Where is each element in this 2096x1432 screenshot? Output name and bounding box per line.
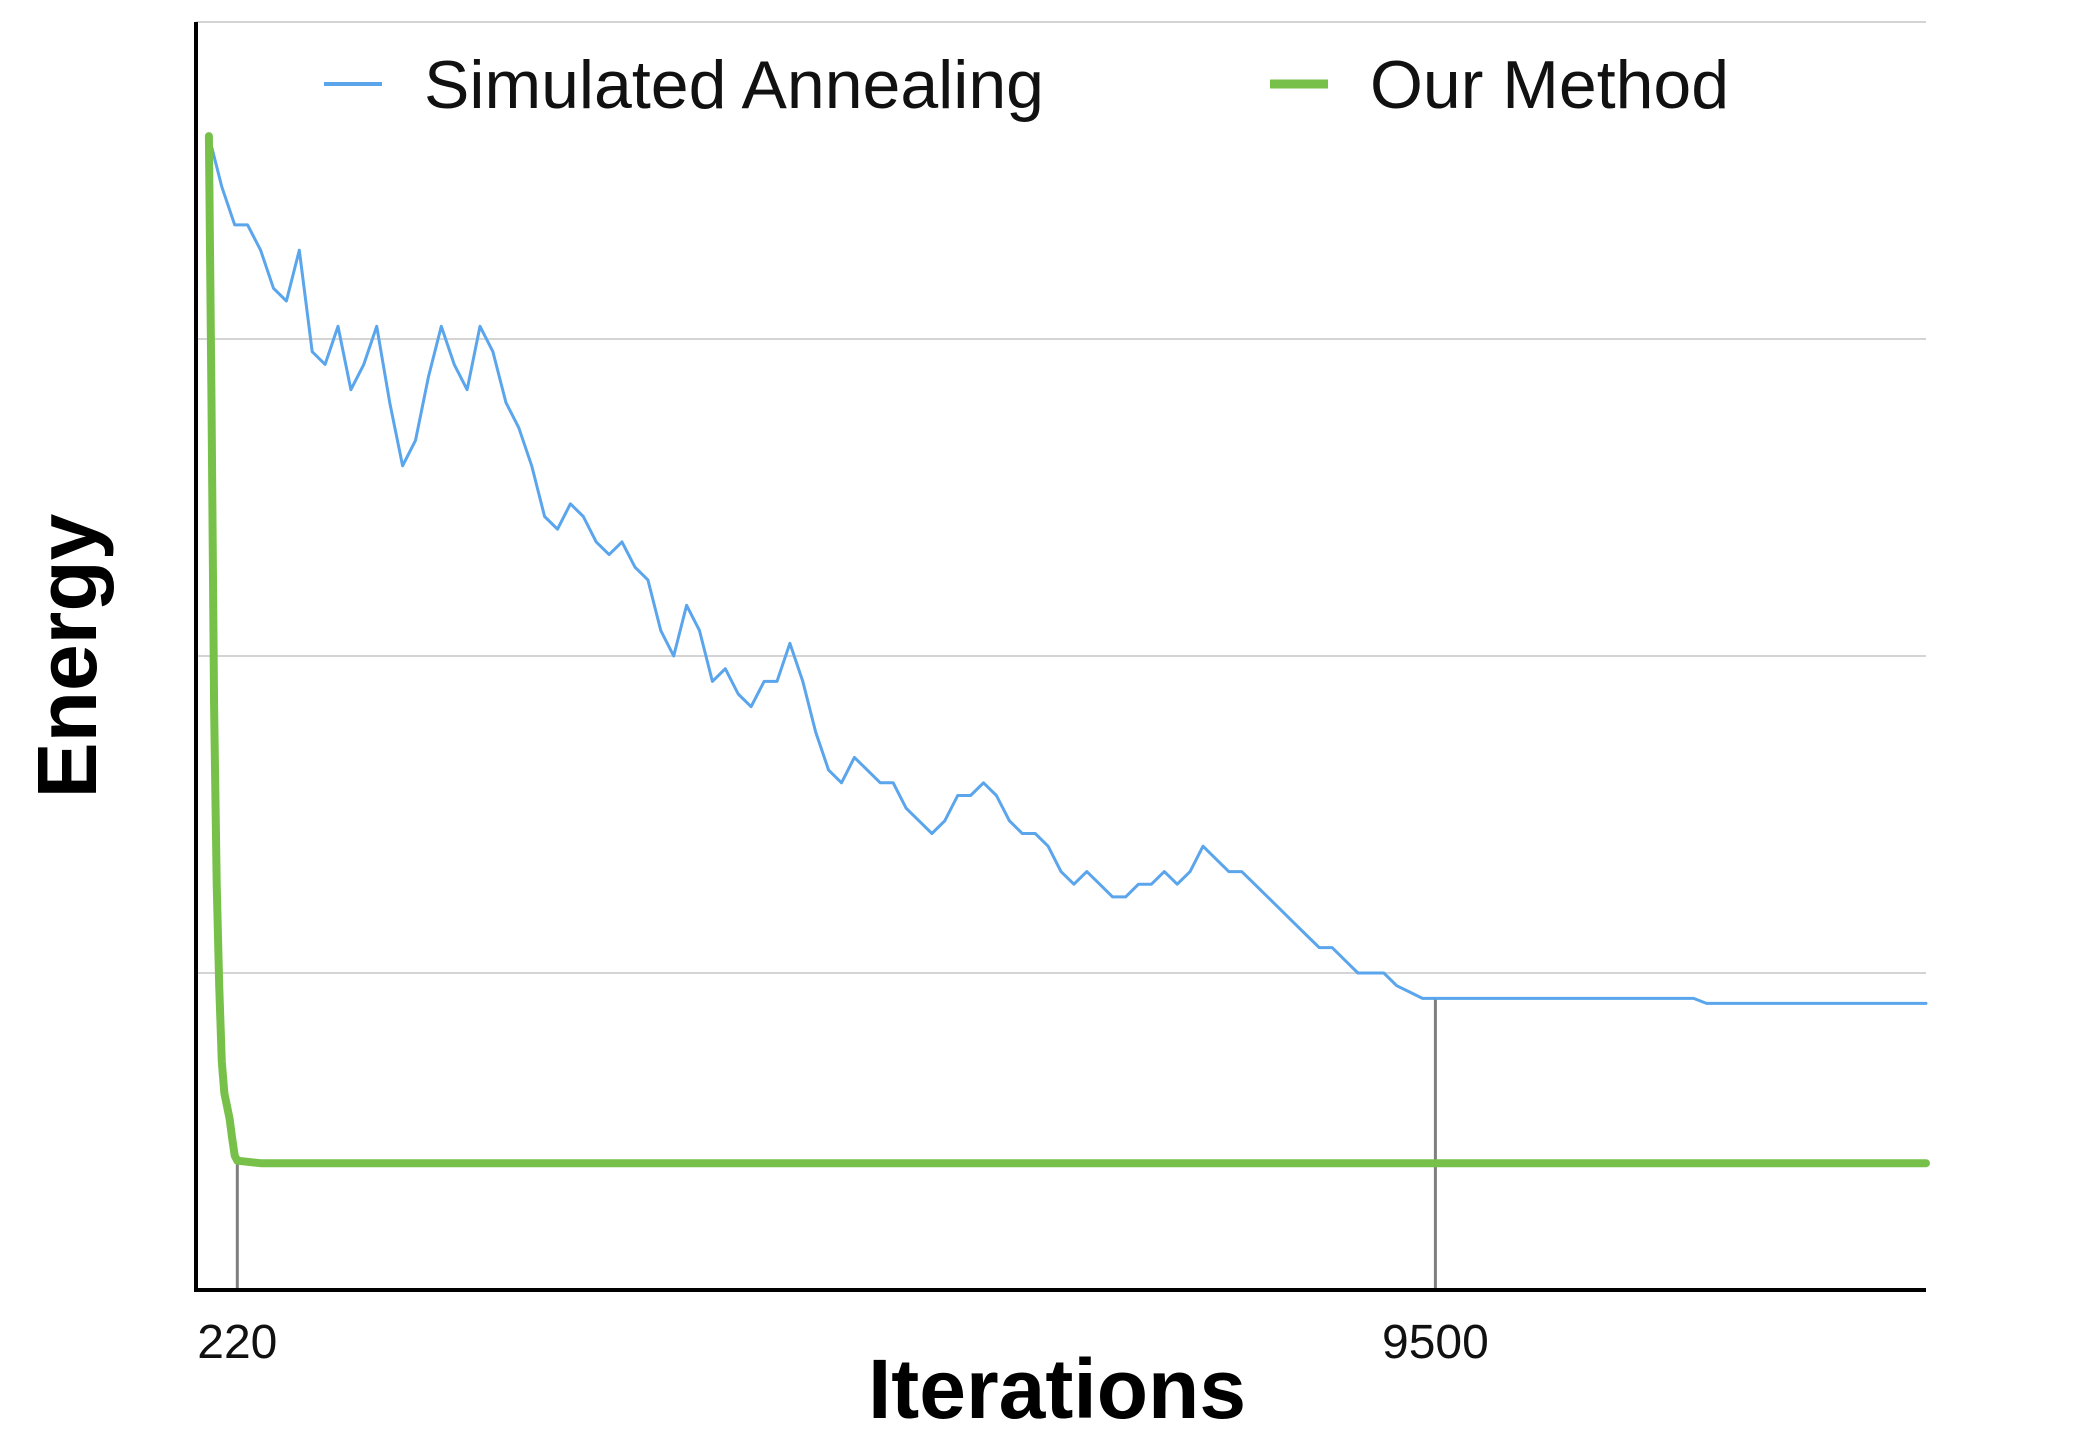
x-tick-label-9500: 9500 (1382, 1316, 1489, 1369)
gridlines (196, 21, 1926, 974)
legend: Simulated Annealing Our Method (324, 47, 1729, 123)
axes (194, 22, 1926, 1292)
series-layer (204, 132, 1930, 1168)
series-line-simulated-annealing (207, 134, 1928, 1005)
legend-label-simulated-annealing: Simulated Annealing (424, 47, 1044, 123)
x-tick-labels: 220 9500 (197, 1316, 1489, 1369)
legend-label-our-method: Our Method (1370, 47, 1729, 123)
y-axis-title: Energy (20, 513, 114, 798)
iteration-marker-lines (235, 998, 1437, 1290)
series-line-our-method (204, 132, 1930, 1168)
x-axis-title: Iterations (868, 1342, 1246, 1432)
x-tick-label-220: 220 (197, 1316, 277, 1369)
